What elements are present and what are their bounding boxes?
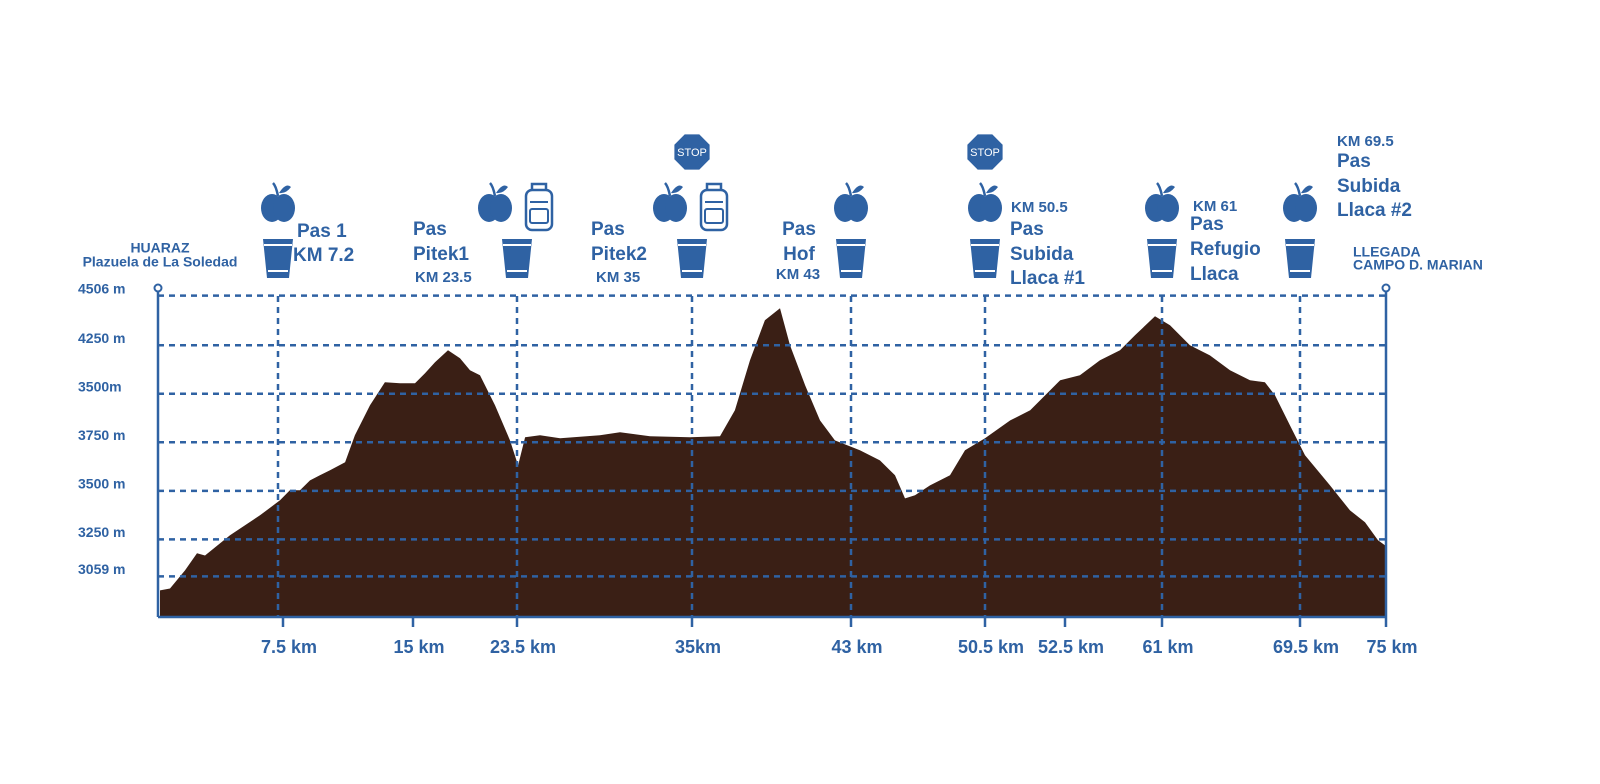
apple-stem (489, 182, 497, 197)
apple-stem (664, 182, 672, 197)
x-tick-label: 35km (675, 637, 721, 657)
apple-leaf (671, 185, 683, 194)
stop-sign (674, 134, 710, 170)
station-km: KM 43 (776, 266, 820, 283)
y-tick-label: 3500m (78, 378, 122, 394)
y-tick-label: 4250 m (78, 330, 125, 346)
apple-icon (665, 194, 687, 222)
x-tick-label: 23.5 km (490, 637, 556, 657)
x-tick-label: 61 km (1142, 637, 1193, 657)
apple-leaf (279, 185, 291, 194)
x-tick-label: 15 km (393, 637, 444, 657)
y-tick-label: 3750 m (78, 427, 125, 443)
cup-icon (263, 239, 293, 278)
cup-icon (1147, 239, 1177, 278)
apple-icon (1295, 194, 1317, 222)
station-name: Llaca #1 (1010, 268, 1085, 289)
apple-icon (490, 194, 512, 222)
cup-icon (1285, 239, 1315, 278)
apple-stem (845, 182, 853, 197)
finish-label: CAMPO D. MARIAN (1353, 257, 1483, 273)
stop-sign (967, 134, 1003, 170)
apple-leaf (1163, 185, 1175, 194)
apple-stem (1156, 182, 1164, 197)
x-tick-label: 50.5 km (958, 637, 1024, 657)
station-km: KM 50.5 (1011, 199, 1068, 216)
x-tick-label: 52.5 km (1038, 637, 1104, 657)
station-name: Pas (591, 219, 625, 240)
station-name: Pas 1 (297, 221, 347, 242)
y-tick-label: 3500 m (78, 476, 125, 492)
y-tick-label: 3059 m (78, 561, 125, 577)
elevation-area (160, 308, 1386, 617)
apple-icon (1157, 194, 1179, 222)
axis-cap (1381, 283, 1391, 293)
station-name: Subida (1010, 244, 1074, 265)
apple-icon (846, 194, 868, 222)
station-km: KM 69.5 (1337, 133, 1394, 150)
stop-text: STOP (970, 147, 1000, 159)
station-km: KM 23.5 (415, 269, 472, 286)
backpack-handle (705, 182, 723, 190)
apple-icon (980, 194, 1002, 222)
station-name: Refugio (1190, 239, 1261, 260)
y-tick-label: 4506 m (78, 280, 125, 296)
y-tick-label: 3250 m (78, 524, 125, 540)
apple-stem (1294, 182, 1302, 197)
station-km: KM 61 (1193, 198, 1237, 215)
x-tick-label: 69.5 km (1273, 637, 1339, 657)
apple-leaf (496, 185, 508, 194)
x-tick-label: 7.5 km (261, 637, 317, 657)
backpack-pocket (704, 208, 724, 224)
x-tick-label: 75 km (1366, 637, 1417, 657)
apple-leaf (986, 185, 998, 194)
backpack-handle (530, 182, 548, 190)
station-name: Pas (782, 219, 816, 240)
station-name: Pas (413, 219, 447, 240)
apple-leaf (852, 185, 864, 194)
axis-cap (153, 283, 163, 293)
stop-text: STOP (677, 147, 707, 159)
backpack-pocket (529, 208, 549, 224)
cup-icon (836, 239, 866, 278)
apple-leaf (1301, 185, 1313, 194)
cup-icon (677, 239, 707, 278)
station-name: Pitek1 (413, 244, 469, 265)
apple-stem (979, 182, 987, 197)
station-name: Pas (1190, 214, 1224, 235)
start-label: HUARAZ (130, 240, 190, 256)
station-name: Pas (1010, 219, 1044, 240)
station-name: Subida (1337, 176, 1401, 197)
apple-icon (273, 194, 295, 222)
station-km: KM 35 (596, 269, 640, 286)
cup-icon (970, 239, 1000, 278)
station-name: Pas (1337, 151, 1371, 172)
station-name: Hof (783, 244, 815, 265)
x-tick-label: 43 km (831, 637, 882, 657)
station-name: Pitek2 (591, 244, 647, 265)
station-name: Llaca (1190, 264, 1239, 285)
finish-label: LLEGADA (1353, 244, 1421, 260)
cup-icon (502, 239, 532, 278)
station-km: KM 7.2 (293, 245, 354, 266)
start-label: Plazuela de La Soledad (83, 254, 238, 270)
apple-stem (272, 182, 280, 197)
station-name: Llaca #2 (1337, 200, 1412, 221)
